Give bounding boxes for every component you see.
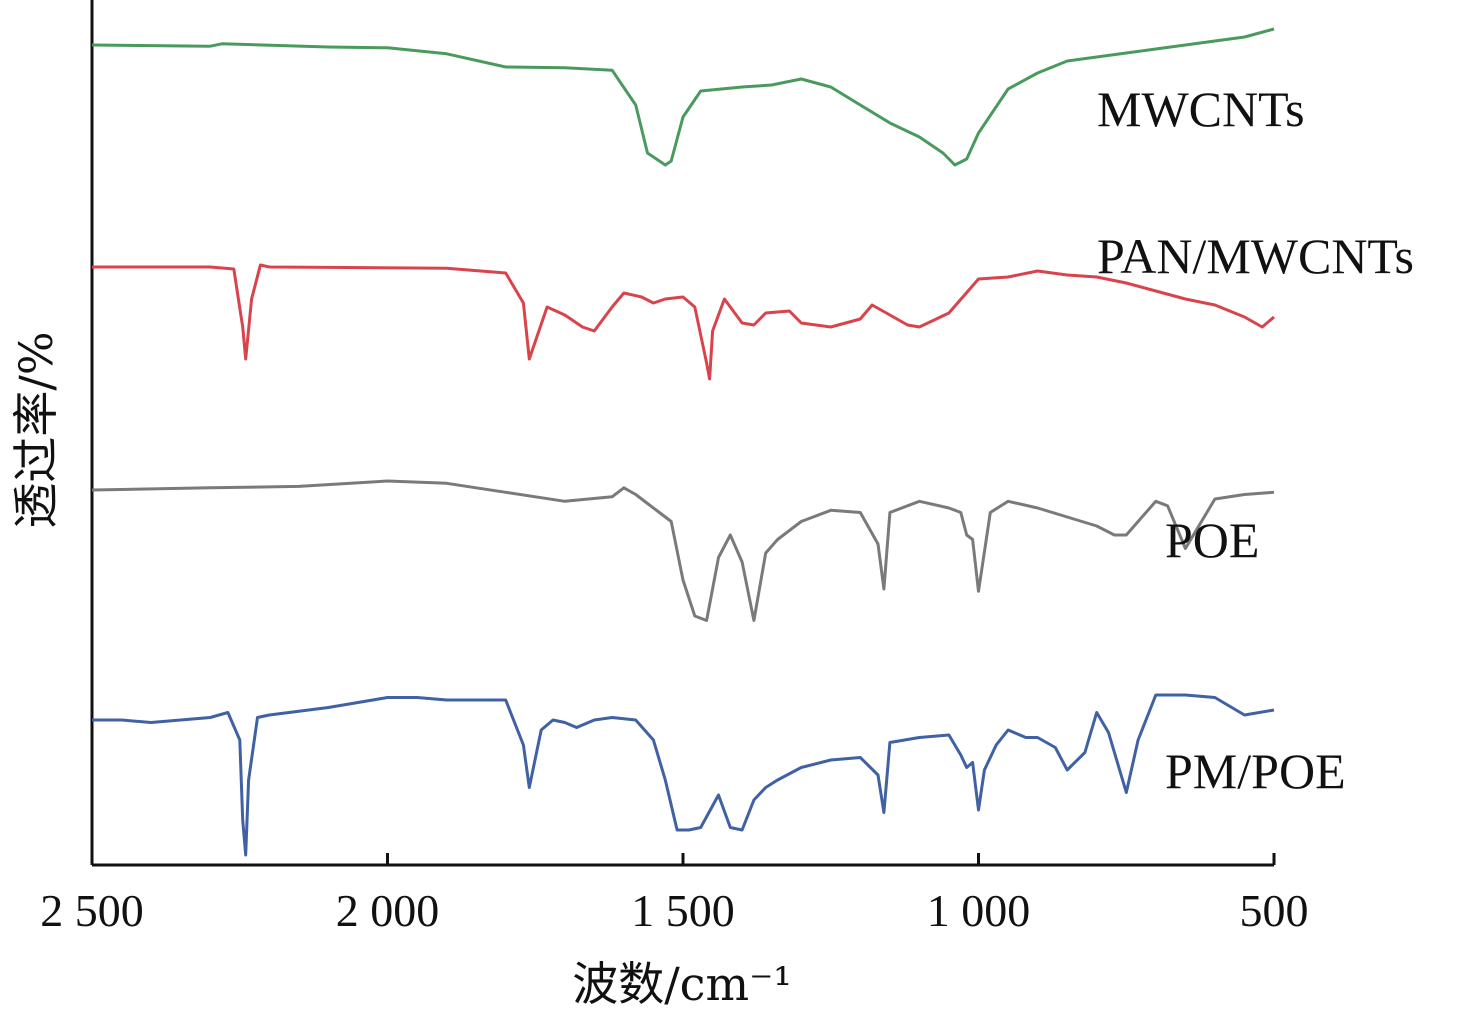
x-tick-label: 1 500	[631, 885, 735, 936]
x-axis-ticks: 2 500 2 000 1 500 1 000 500	[40, 853, 1309, 936]
x-tick-label: 1 000	[927, 885, 1031, 936]
series-label-poe: POE	[1165, 512, 1259, 568]
series-labels: MWCNTs PAN/MWCNTs POE PM/POE	[1097, 81, 1414, 799]
series-label-pm-poe: PM/POE	[1165, 743, 1346, 799]
trace-pm-poe	[92, 693, 1275, 857]
x-tick-label: 500	[1240, 885, 1309, 936]
x-tick-label: 2 000	[336, 885, 440, 936]
x-axis-title: 波数/cm⁻¹	[572, 957, 792, 1011]
trace-mwcnts	[91, 27, 1275, 167]
trace-pan-mwcnts	[92, 263, 1275, 381]
x-tick-label: 2 500	[40, 885, 144, 936]
series-traces	[91, 27, 1275, 857]
y-axis-title: 透过率/%	[9, 331, 63, 528]
series-label-mwcnts: MWCNTs	[1097, 81, 1305, 137]
trace-poe	[91, 479, 1275, 622]
plot-area: 2 500 2 000 1 500 1 000 500	[40, 0, 1309, 936]
series-label-pan-mwcnts: PAN/MWCNTs	[1097, 228, 1414, 284]
